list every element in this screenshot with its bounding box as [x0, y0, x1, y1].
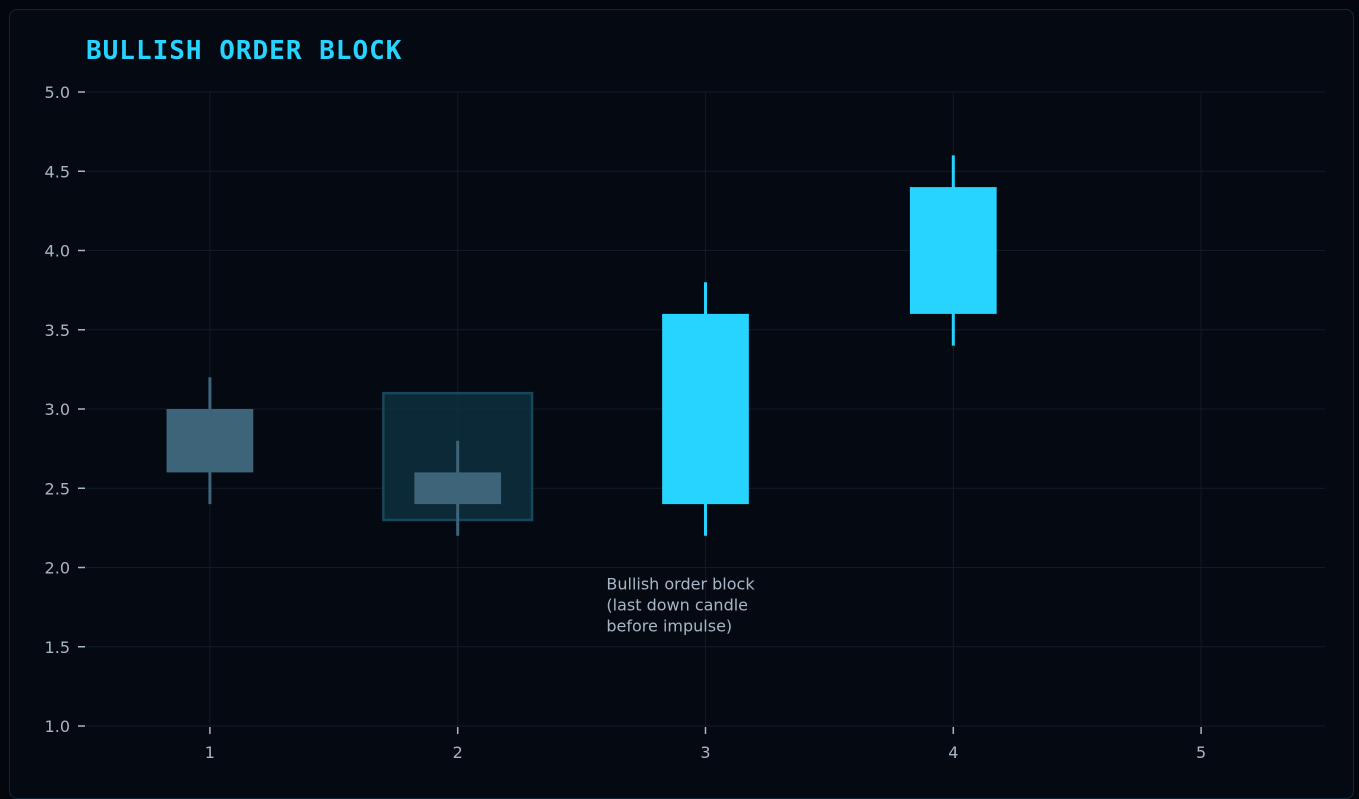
chart-title: BULLISH ORDER BLOCK [86, 36, 403, 66]
x-tick-label: 1 [205, 743, 215, 762]
candle-4 [909, 155, 997, 346]
annotation-layer: Bullish order block (last down candle befo… [606, 575, 755, 636]
x-tick-label: 4 [948, 743, 958, 762]
y-tick-label: 2.0 [45, 559, 70, 578]
candle-3 [662, 282, 749, 536]
candle-2 [414, 440, 502, 536]
y-tick-label: 4.0 [45, 242, 70, 261]
annotation-line: (last down candle [606, 596, 748, 615]
y-tick-label: 5.0 [45, 83, 70, 102]
candle-1 [166, 377, 254, 505]
candle-body [909, 187, 997, 314]
y-tick-label: 1.0 [45, 717, 70, 736]
candle-body [662, 313, 749, 505]
candles-layer [166, 155, 997, 536]
candle-body [166, 409, 254, 473]
x-tick-label: 3 [700, 743, 710, 762]
annotation-line: Bullish order block [606, 575, 755, 594]
y-tick-label: 4.5 [45, 162, 70, 181]
annotation-line: before impulse) [606, 617, 732, 636]
x-tick-label: 2 [453, 743, 463, 762]
x-tick-label: 5 [1196, 743, 1206, 762]
axis-layer: 1.0 1.5 2.0 2.5 3.0 3.5 4.0 4.5 5.0 1 2 3 4 5 [45, 83, 1207, 762]
y-tick-label: 3.0 [45, 400, 70, 419]
y-tick-label: 1.5 [45, 638, 70, 657]
candle-body [414, 472, 502, 505]
y-tick-label: 3.5 [45, 321, 70, 340]
y-tick-label: 2.5 [45, 479, 70, 498]
